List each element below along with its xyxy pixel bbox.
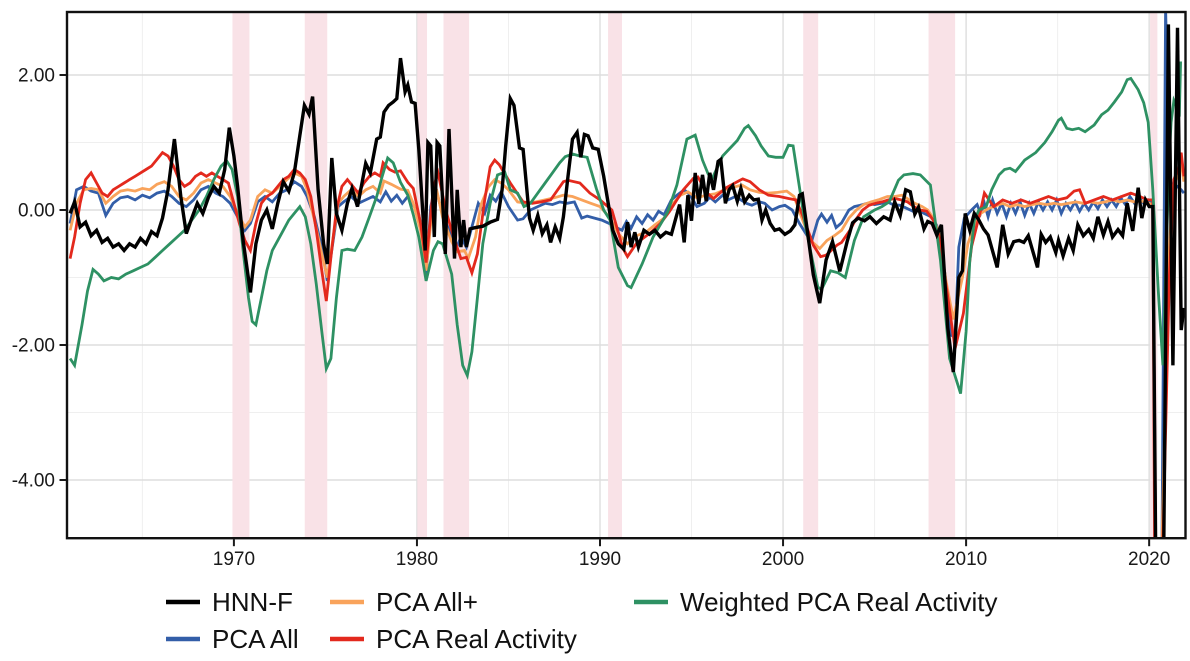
- legend-label-hnn-f: HNN-F: [212, 587, 293, 617]
- recession-band: [417, 12, 428, 539]
- x-tick-label: 1970: [213, 549, 255, 570]
- legend: HNN-F PCA All+ Weighted PCA Real Activity P…: [166, 587, 997, 654]
- y-tick-label: 0.00: [18, 201, 55, 222]
- y-tick-label: 2.00: [18, 66, 55, 87]
- x-tick-label: 2000: [762, 549, 804, 570]
- legend-item-pca-all: PCA All+: [330, 587, 478, 617]
- series-line-weighted-pca-real-activity: [68, 61, 1182, 395]
- legend-label-weighted-pca-real-activity: Weighted PCA Real Activity: [680, 587, 997, 617]
- y-tick-label: -2.00: [12, 336, 55, 357]
- recession-band: [608, 12, 622, 539]
- x-tick-label: 2020: [1128, 549, 1170, 570]
- legend-label-pca-real-activity: PCA Real Activity: [376, 624, 577, 654]
- y-tick-label: -4.00: [12, 471, 55, 492]
- x-tick-label: 1990: [579, 549, 621, 570]
- x-tick-label: 1980: [396, 549, 438, 570]
- recession-band: [232, 12, 250, 539]
- legend-label-pca-all: PCA All: [212, 624, 299, 654]
- axis-ticks: [59, 74, 1151, 547]
- major-gridlines: [67, 12, 1186, 539]
- series-line-pca-all: [68, 162, 1186, 539]
- x-tick-label: 2010: [945, 549, 987, 570]
- legend-item-pca-all: PCA All: [166, 624, 299, 654]
- legend-item-weighted-pca-real-activity: Weighted PCA Real Activity: [634, 587, 997, 617]
- legend-item-pca-real-activity: PCA Real Activity: [330, 624, 577, 654]
- series-lines: [68, 12, 1186, 539]
- panel-border: [65, 10, 1187, 540]
- recession-band: [443, 12, 470, 539]
- recession-band: [803, 12, 819, 539]
- series-line-pca-real-activity: [68, 150, 1186, 539]
- legend-label-pca-all: PCA All+: [376, 587, 478, 617]
- legend-item-hnn-f: HNN-F: [166, 587, 293, 617]
- axis-labels: 2.00 0.00 -2.00 -4.00 1970 1980 1990 2000 2010 20…: [12, 66, 1171, 571]
- series-line-hnn-f: [68, 24, 1186, 539]
